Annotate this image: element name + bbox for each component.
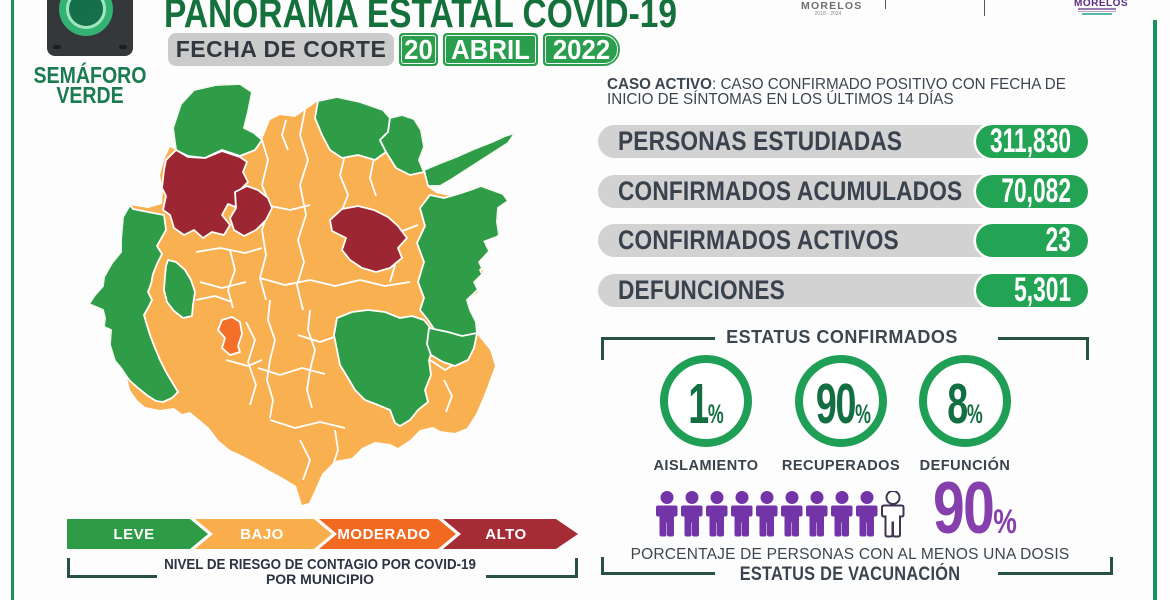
svg-text:ALTO: ALTO xyxy=(485,526,526,543)
svg-text:MODERADO: MODERADO xyxy=(337,526,430,543)
svg-text:BAJO: BAJO xyxy=(240,526,284,543)
svg-text:LEVE: LEVE xyxy=(113,526,154,543)
